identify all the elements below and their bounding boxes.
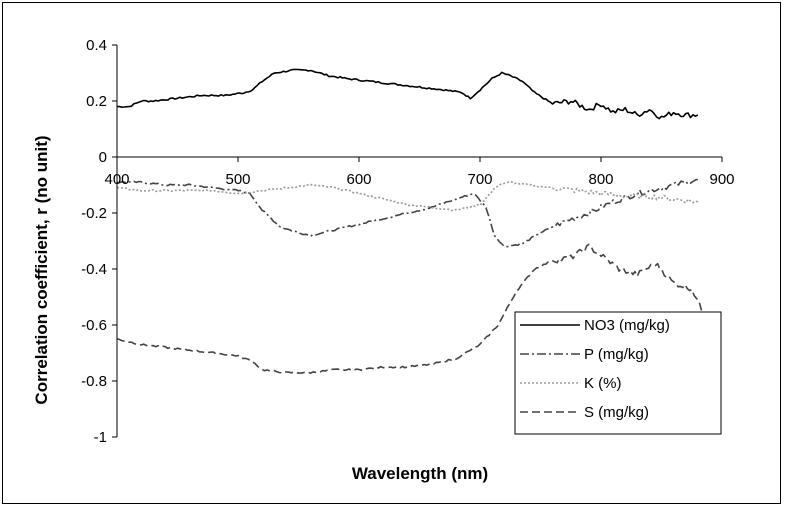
y-tick-label: -0.4 <box>81 261 107 278</box>
y-tick-label: -0.6 <box>81 317 107 334</box>
y-tick-label: -1 <box>94 429 107 446</box>
x-tick-group: 400 500 600 700 800 900 <box>104 157 735 188</box>
x-tick-label: 700 <box>467 171 492 188</box>
x-axis-title: Wavelength (nm) <box>352 464 488 483</box>
y-tick-label: 0.2 <box>86 93 107 110</box>
legend-label: S (mg/kg) <box>584 404 649 421</box>
x-tick-label: 400 <box>104 171 129 188</box>
legend-label: NO3 (mg/kg) <box>584 317 670 334</box>
x-tick-label: 500 <box>225 171 250 188</box>
legend-label: P (mg/kg) <box>584 346 649 363</box>
y-tick-label: 0.4 <box>86 37 107 54</box>
x-tick-label: 600 <box>346 171 371 188</box>
y-tick-label: -0.8 <box>81 373 107 390</box>
y-tick-label: -0.2 <box>81 205 107 222</box>
x-tick-label: 900 <box>709 171 734 188</box>
y-tick-label: 0 <box>99 149 107 166</box>
x-tick-label: 800 <box>588 171 613 188</box>
y-tick-group: 0.4 0.2 0 -0.2 -0.4 -0.6 -0.8 -1 <box>81 37 117 446</box>
legend-label: K (%) <box>584 375 622 392</box>
series-line-3 <box>116 180 698 212</box>
y-axis-title: Correlation coefficient, r (no unit) <box>32 135 51 404</box>
series-line-4 <box>116 243 705 375</box>
series-line-1 <box>116 68 699 120</box>
plot-area <box>116 68 705 375</box>
legend: NO3 (mg/kg) P (mg/kg) K (%) S (mg/kg) <box>514 311 722 435</box>
legend-box <box>514 311 722 435</box>
